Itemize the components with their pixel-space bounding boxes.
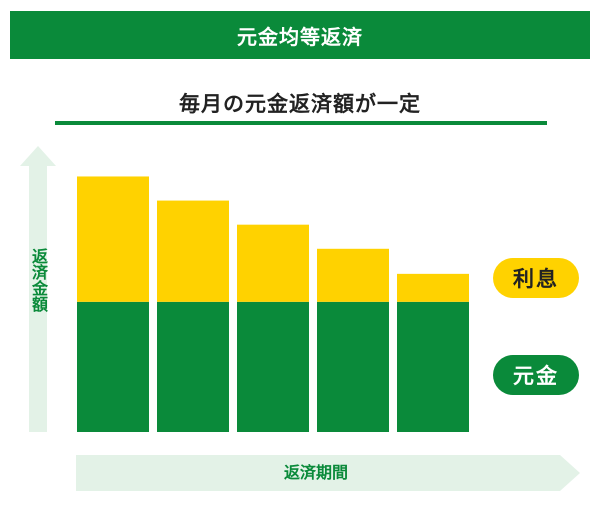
bar-interest-2 [157, 200, 229, 302]
bar-principal-2 [157, 301, 229, 432]
bar-interest-5 [397, 273, 469, 302]
legend-interest-label: 利息 [513, 267, 559, 291]
page-title: 元金均等返済 [237, 24, 363, 49]
legend-interest: 利息 [493, 258, 579, 298]
bar-interest-1 [77, 176, 149, 302]
bars-group [77, 176, 469, 432]
bar-interest-4 [317, 248, 389, 302]
bar-interest-3 [237, 224, 309, 302]
x-axis-label: 返済期間 [283, 463, 348, 482]
legend-principal: 元金 [493, 355, 579, 395]
legend-principal-label: 元金 [513, 364, 559, 388]
chart-subtitle: 毎月の元金返済額が一定 [179, 92, 421, 116]
y-axis-arrow [20, 146, 56, 432]
bar-principal-1 [77, 301, 149, 432]
bar-principal-3 [237, 301, 309, 432]
header-bar: 元金均等返済 [10, 11, 590, 59]
bar-principal-5 [397, 301, 469, 432]
x-axis-arrow [76, 455, 580, 491]
bar-principal-4 [317, 301, 389, 432]
y-axis-label: 返済金額 [29, 248, 48, 312]
subtitle-underline [55, 121, 547, 125]
